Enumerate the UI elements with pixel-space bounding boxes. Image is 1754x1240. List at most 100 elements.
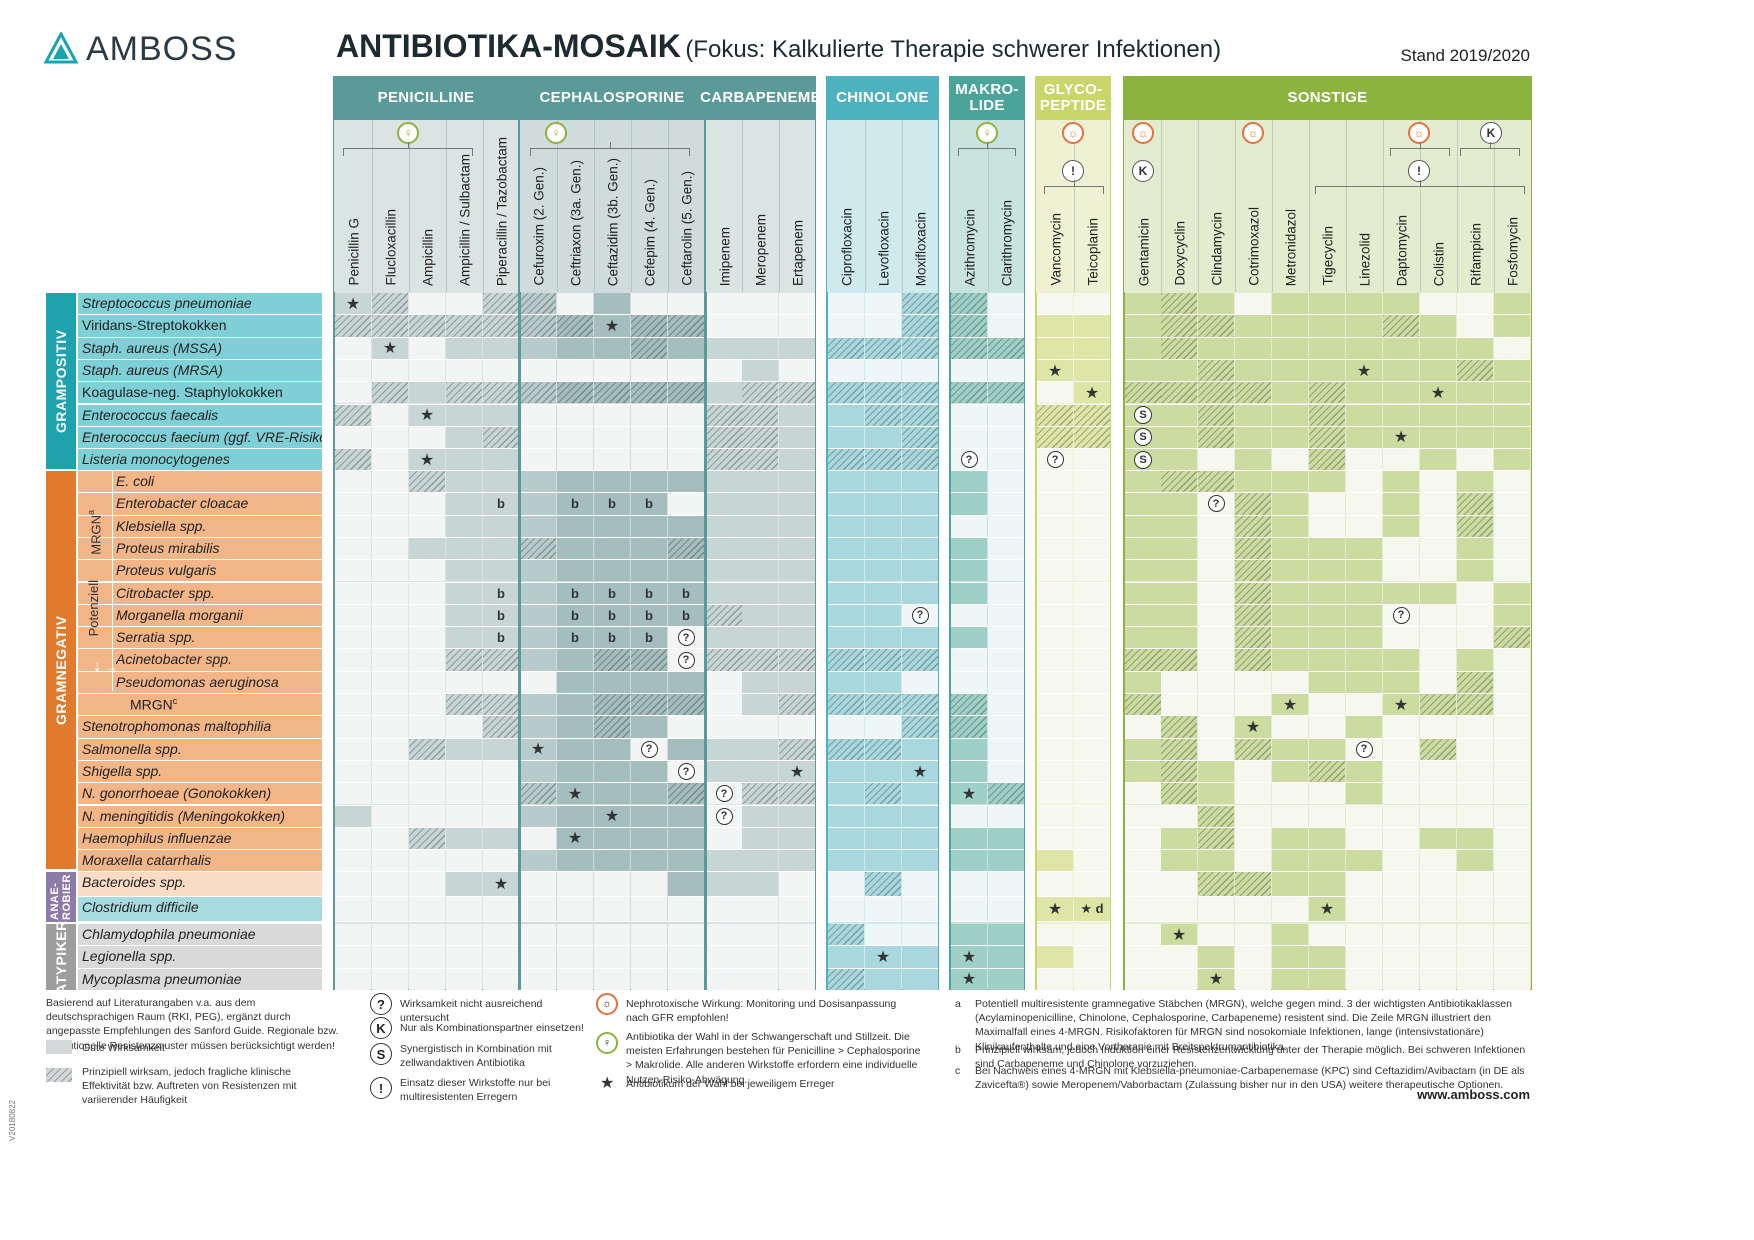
grid-cell[interactable] — [1272, 671, 1308, 693]
grid-cell[interactable] — [1198, 426, 1234, 449]
grid-cell[interactable] — [1494, 946, 1530, 968]
grid-cell[interactable] — [1198, 627, 1234, 649]
grid-cell[interactable]: b — [483, 493, 519, 515]
grid-cell[interactable] — [1309, 537, 1345, 560]
grid-cell[interactable] — [988, 897, 1024, 921]
grid-cell[interactable] — [1074, 694, 1110, 716]
grid-cell[interactable] — [865, 924, 901, 946]
grid-cell[interactable] — [1346, 449, 1382, 471]
grid-cell[interactable] — [902, 716, 938, 738]
grid-cell[interactable] — [988, 293, 1024, 315]
grid-cell[interactable] — [1125, 604, 1161, 627]
grid-cell[interactable] — [1161, 671, 1197, 693]
grid-cell[interactable] — [1383, 872, 1419, 896]
grid-cell[interactable]: b — [557, 604, 593, 627]
group-header-cephalosporine[interactable]: CEPHALOSPORINE — [519, 76, 705, 120]
grid-cell[interactable]: ★ — [1037, 897, 1073, 921]
grid-cell[interactable] — [865, 471, 901, 493]
grid-cell[interactable]: ★ d — [1074, 897, 1110, 921]
grid-cell[interactable] — [483, 946, 519, 968]
grid-cell[interactable] — [1235, 946, 1271, 968]
drug-column-cefuroxim-2-gen-[interactable]: Cefuroxim (2. Gen.) — [520, 120, 557, 292]
grid-cell[interactable] — [1272, 426, 1308, 449]
grid-cell[interactable] — [988, 671, 1024, 693]
drug-column-fosfomycin[interactable]: Fosfomycin — [1494, 120, 1531, 292]
grid-cell[interactable] — [520, 493, 556, 515]
grid-cell[interactable] — [483, 671, 519, 693]
grid-cell[interactable] — [1074, 293, 1110, 315]
grid-cell[interactable] — [483, 968, 519, 990]
drug-column-ceftriaxon-3a-gen-[interactable]: Ceftriaxon (3a. Gen.) — [557, 120, 594, 292]
grid-cell[interactable] — [1161, 604, 1197, 627]
grid-cell[interactable] — [335, 426, 371, 449]
grid-cell[interactable] — [902, 359, 938, 382]
grid-cell[interactable] — [1272, 827, 1308, 850]
grid-cell[interactable] — [409, 315, 445, 337]
grid-cell[interactable] — [1309, 968, 1345, 990]
grid-cell[interactable] — [335, 315, 371, 337]
grid-cell[interactable] — [668, 850, 704, 872]
grid-cell[interactable]: b — [557, 627, 593, 649]
grid-cell[interactable] — [865, 404, 901, 426]
grid-cell[interactable] — [742, 850, 778, 872]
grid-cell[interactable] — [902, 449, 938, 471]
grid-cell[interactable] — [1198, 805, 1234, 827]
grid-cell[interactable] — [1125, 738, 1161, 760]
grid-cell[interactable] — [557, 649, 593, 671]
grid-cell[interactable]: ★ — [483, 872, 519, 896]
grid-cell[interactable] — [1383, 783, 1419, 805]
grid-cell[interactable] — [742, 471, 778, 493]
grid-cell[interactable] — [902, 850, 938, 872]
grid-cell[interactable]: ★ — [520, 738, 556, 760]
grid-cell[interactable] — [483, 359, 519, 382]
grid-cell[interactable] — [335, 850, 371, 872]
grid-cell[interactable] — [557, 293, 593, 315]
grid-cell[interactable] — [557, 924, 593, 946]
grid-cell[interactable] — [668, 872, 704, 896]
grid-cell[interactable] — [520, 671, 556, 693]
grid-cell[interactable] — [1346, 924, 1382, 946]
grid-cell[interactable] — [520, 946, 556, 968]
grid-cell[interactable] — [1420, 897, 1456, 921]
grid-cell[interactable] — [1309, 582, 1345, 604]
grid-cell[interactable] — [1457, 359, 1493, 382]
grid-cell[interactable] — [1125, 337, 1161, 359]
grid-cell[interactable] — [828, 671, 864, 693]
grid-cell[interactable] — [520, 560, 556, 582]
grid-cell[interactable] — [1420, 738, 1456, 760]
grid-cell[interactable] — [372, 426, 408, 449]
grid-cell[interactable] — [1198, 560, 1234, 582]
grid-cell[interactable] — [1457, 515, 1493, 537]
grid-cell[interactable] — [594, 537, 630, 560]
grid-cell[interactable] — [1420, 924, 1456, 946]
grid-cell[interactable]: b — [668, 582, 704, 604]
grid-cell[interactable] — [1235, 783, 1271, 805]
group-header-chinolone[interactable]: CHINOLONE — [826, 76, 939, 120]
grid-cell[interactable] — [409, 604, 445, 627]
grid-cell[interactable] — [372, 738, 408, 760]
grid-cell[interactable] — [446, 515, 482, 537]
grid-cell[interactable] — [409, 515, 445, 537]
grid-cell[interactable] — [483, 649, 519, 671]
grid-cell[interactable] — [1272, 924, 1308, 946]
grid-cell[interactable] — [1420, 805, 1456, 827]
grid-cell[interactable] — [1161, 560, 1197, 582]
grid-cell[interactable] — [1235, 426, 1271, 449]
grid-cell[interactable] — [1037, 471, 1073, 493]
grid-cell[interactable] — [1235, 604, 1271, 627]
organism-label[interactable]: Acinetobacter spp. — [116, 651, 232, 668]
drug-column-metronidazol[interactable]: Metronidazol — [1272, 120, 1309, 292]
grid-cell[interactable] — [335, 694, 371, 716]
grid-cell[interactable] — [483, 471, 519, 493]
grid-cell[interactable] — [1198, 582, 1234, 604]
grid-cell[interactable] — [520, 627, 556, 649]
grid-cell[interactable] — [1346, 850, 1382, 872]
grid-cell[interactable] — [594, 382, 630, 404]
grid-cell[interactable] — [335, 604, 371, 627]
grid-cell[interactable] — [1161, 850, 1197, 872]
grid-cell[interactable] — [1420, 493, 1456, 515]
grid-cell[interactable] — [409, 337, 445, 359]
grid-cell[interactable] — [557, 897, 593, 921]
grid-cell[interactable] — [1309, 627, 1345, 649]
grid-cell[interactable] — [594, 783, 630, 805]
